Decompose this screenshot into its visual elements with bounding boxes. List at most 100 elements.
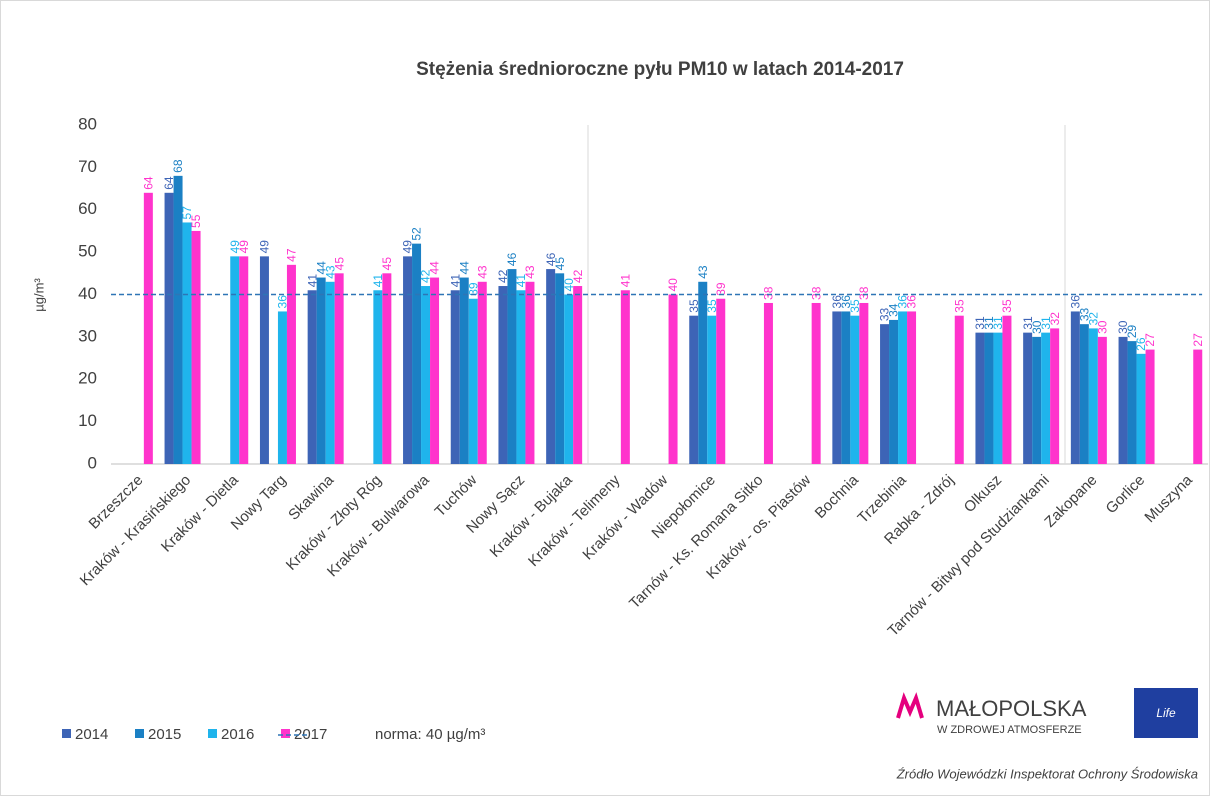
logo-icon bbox=[896, 692, 924, 719]
y-axis-label: µg/m³ bbox=[31, 278, 46, 312]
bar bbox=[173, 175, 183, 464]
data-label: 31 bbox=[991, 316, 1005, 330]
data-label: 64 bbox=[162, 176, 176, 190]
data-label: 43 bbox=[696, 265, 710, 279]
data-label: 41 bbox=[448, 274, 462, 288]
bar bbox=[1050, 328, 1060, 464]
data-label: 39 bbox=[466, 282, 480, 296]
data-label: 31 bbox=[1021, 316, 1035, 330]
data-label: 36 bbox=[896, 295, 910, 309]
bar bbox=[143, 192, 153, 465]
data-label: 57 bbox=[180, 206, 194, 220]
data-label: 44 bbox=[428, 261, 442, 275]
logo: MAŁOPOLSKA W ZDROWEJ ATMOSFERZE Life bbox=[896, 688, 1198, 738]
data-label: 43 bbox=[475, 265, 489, 279]
data-label: 45 bbox=[553, 257, 567, 271]
y-tick-label: 20 bbox=[78, 369, 97, 388]
bar bbox=[373, 290, 383, 464]
data-label: 44 bbox=[457, 261, 471, 275]
data-label: 44 bbox=[314, 261, 328, 275]
bar bbox=[412, 243, 422, 464]
data-label: 49 bbox=[237, 240, 251, 254]
data-label: 38 bbox=[762, 286, 776, 300]
data-label: 26 bbox=[1134, 337, 1148, 351]
data-label: 34 bbox=[887, 303, 901, 317]
data-label: 52 bbox=[410, 227, 424, 241]
bar bbox=[164, 192, 174, 465]
bar bbox=[1002, 315, 1012, 464]
bar bbox=[1041, 332, 1051, 464]
data-label: 36 bbox=[1069, 295, 1083, 309]
legend-label: 2016 bbox=[221, 726, 254, 743]
bar bbox=[880, 324, 890, 464]
bar bbox=[698, 281, 708, 464]
bar bbox=[316, 277, 326, 464]
data-label: 35 bbox=[705, 299, 719, 313]
legend-swatch bbox=[135, 729, 144, 738]
bar bbox=[1079, 324, 1089, 464]
data-label: 27 bbox=[1191, 333, 1205, 347]
bar bbox=[1136, 353, 1146, 464]
y-tick-label: 0 bbox=[88, 453, 97, 472]
data-label: 55 bbox=[189, 214, 203, 228]
bar bbox=[325, 281, 335, 464]
data-label: 35 bbox=[687, 299, 701, 313]
bar bbox=[182, 222, 192, 464]
data-label: 35 bbox=[952, 299, 966, 313]
bar bbox=[421, 286, 431, 464]
bar bbox=[477, 281, 487, 464]
data-label: 64 bbox=[142, 176, 156, 190]
data-label: 42 bbox=[419, 269, 433, 283]
bar bbox=[689, 315, 699, 464]
data-label: 31 bbox=[1039, 316, 1053, 330]
bar bbox=[1032, 336, 1042, 464]
data-label: 42 bbox=[496, 269, 510, 283]
data-label: 33 bbox=[878, 307, 892, 321]
bar bbox=[516, 290, 526, 464]
legend-swatch bbox=[281, 729, 290, 738]
y-tick-label: 80 bbox=[78, 114, 97, 133]
bar bbox=[975, 332, 985, 464]
y-tick-label: 40 bbox=[78, 284, 97, 303]
bar bbox=[1023, 332, 1033, 464]
data-label: 42 bbox=[571, 269, 585, 283]
data-label: 45 bbox=[380, 257, 394, 271]
bar bbox=[468, 298, 478, 464]
data-label: 49 bbox=[258, 240, 272, 254]
data-label: 49 bbox=[228, 240, 242, 254]
data-label: 32 bbox=[1048, 312, 1062, 326]
data-label: 47 bbox=[285, 248, 299, 262]
bar bbox=[403, 256, 413, 464]
eu-flag bbox=[1134, 688, 1198, 738]
bar bbox=[1193, 349, 1203, 464]
bar bbox=[459, 277, 469, 464]
bar bbox=[382, 273, 392, 464]
logo-subtext: W ZDROWEJ ATMOSFERZE bbox=[937, 724, 1082, 736]
bar bbox=[1127, 341, 1137, 464]
data-label: 31 bbox=[973, 316, 987, 330]
source: Źródło Wojewódzki Inspektorat Ochrony Śr… bbox=[896, 766, 1198, 781]
bar bbox=[430, 277, 440, 464]
data-label: 36 bbox=[830, 295, 844, 309]
data-label: 41 bbox=[514, 274, 528, 288]
data-label: 49 bbox=[401, 240, 415, 254]
data-label: 32 bbox=[1087, 312, 1101, 326]
chart-title: Stężenia średnioroczne pyłu PM10 w latac… bbox=[416, 59, 904, 80]
data-label: 35 bbox=[848, 299, 862, 313]
bar bbox=[277, 311, 287, 464]
data-label: 46 bbox=[544, 252, 558, 266]
bar bbox=[564, 294, 574, 464]
norm-label: norma: 40 µg/m³ bbox=[375, 726, 485, 743]
bar bbox=[811, 302, 821, 464]
bar bbox=[889, 319, 899, 464]
bar bbox=[1145, 349, 1155, 464]
bar bbox=[716, 298, 726, 464]
data-label: 36 bbox=[276, 295, 290, 309]
bar bbox=[334, 273, 344, 464]
data-label: 45 bbox=[332, 257, 346, 271]
bar bbox=[832, 311, 842, 464]
bar bbox=[1088, 328, 1098, 464]
bar bbox=[898, 311, 908, 464]
data-label: 33 bbox=[1078, 307, 1092, 321]
